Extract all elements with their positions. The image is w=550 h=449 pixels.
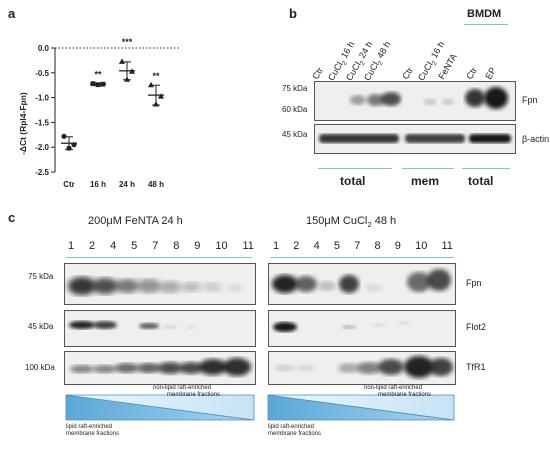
lipid-label-left: lipid raft-enriched membrane fractions	[66, 424, 119, 438]
label-tfr1-c: TfR1	[466, 362, 486, 372]
group-total2-label: total	[468, 174, 494, 188]
data-point	[158, 93, 164, 99]
fraction-5: 5	[333, 240, 341, 252]
fraction-2: 2	[89, 240, 96, 252]
non-lipid-line1: non-lipid raft-enriched	[364, 385, 423, 391]
label-actin-b: β-actin	[522, 134, 550, 144]
label-flot2-c: Flot2	[466, 322, 487, 332]
fraction-8: 8	[374, 240, 381, 252]
blot-c-right-flot2	[268, 310, 456, 347]
y-tick-label: 0.0	[38, 44, 50, 53]
data-point	[71, 142, 77, 148]
label-fpn-b: Fpn	[522, 95, 538, 105]
data-point	[66, 145, 72, 151]
data-point	[119, 58, 125, 64]
data-point	[129, 68, 135, 74]
y-tick-label: -1.5	[35, 118, 49, 127]
group-mem-line	[402, 168, 454, 169]
fraction-9: 9	[394, 240, 401, 252]
fraction-8: 8	[173, 240, 180, 252]
label-fpn-c: Fpn	[466, 278, 482, 288]
lipid-line1: lipid raft-enriched	[268, 424, 315, 430]
fraction-4: 4	[110, 240, 117, 252]
lane-label-bmdm-ep: EP	[483, 65, 499, 81]
lipid-line2: membrane fractions	[268, 431, 322, 437]
bmdm-underline	[464, 24, 508, 25]
data-point	[148, 81, 154, 88]
y-tick-label: -0.5	[35, 69, 49, 78]
marker-75kda-b: 75 kDa	[282, 84, 308, 93]
data-point	[95, 82, 101, 88]
non-lipid-line2: membrane fractions	[167, 392, 221, 398]
data-point	[100, 81, 106, 87]
non-lipid-label-right: non-lipid raft-enriched membrane fractio…	[364, 385, 431, 399]
fraction-11: 11	[441, 240, 453, 252]
data-point	[153, 101, 159, 107]
y-tick-label: -1.0	[35, 94, 49, 103]
lipid-line1: lipid raft-enriched	[66, 424, 113, 430]
fraction-4: 4	[313, 240, 320, 252]
significance-marker: **	[152, 71, 160, 81]
significance-marker: **	[94, 70, 102, 80]
panel-a-letter: a	[8, 6, 16, 21]
x-tick-label: 24 h	[119, 180, 135, 189]
y-tick-label: -2.5	[35, 168, 49, 177]
blot-c-left-fpn	[64, 263, 256, 305]
data-point	[61, 133, 67, 139]
fraction-7: 7	[354, 240, 361, 252]
fraction-11: 11	[242, 240, 254, 252]
group-total2-line	[462, 168, 510, 169]
non-lipid-line2: membrane fractions	[378, 392, 432, 398]
lipid-label-right: lipid raft-enriched membrane fractions	[268, 424, 321, 438]
marker-75kda-c: 75 kDa	[28, 272, 54, 281]
lane-label-total-ctr: Ctr	[310, 65, 325, 81]
fraction-7: 7	[152, 240, 159, 252]
group-mem-label: mem	[411, 174, 440, 188]
fraction-10: 10	[415, 240, 428, 252]
y-tick-label: -2.0	[35, 143, 49, 152]
significance-marker: ***	[122, 37, 133, 47]
blot-b-fpn	[314, 81, 516, 121]
blot-c-left-tfr1	[64, 351, 256, 385]
panel-c-left-title: 200μM FeNTA 24 h	[88, 215, 183, 227]
non-lipid-label-left: non-lipid raft-enriched membrane fractio…	[153, 385, 220, 399]
panel-c-letter: c	[8, 210, 16, 225]
bmdm-label: BMDM	[467, 8, 502, 20]
x-tick-label: Ctr	[63, 180, 75, 189]
group-total-label: total	[340, 174, 366, 188]
lane-label-mem-ctr: Ctr	[400, 65, 415, 81]
non-lipid-line1: non-lipid raft-enriched	[153, 385, 212, 391]
marker-45kda-b: 45 kDa	[282, 130, 308, 139]
fraction-1: 1	[68, 240, 75, 252]
lane-label-bmdm-ctr: Ctr	[464, 65, 479, 81]
fraction-9: 9	[194, 240, 201, 252]
blot-c-right-tfr1	[268, 351, 456, 385]
marker-45kda-c: 45 kDa	[28, 322, 54, 331]
blot-b-actin	[314, 124, 516, 154]
marker-100kda-c: 100 kDa	[25, 363, 55, 372]
blot-c-left-flot2	[64, 310, 256, 347]
blot-c-right-fpn	[268, 263, 456, 305]
panel-c-right-title: 150μM CuCl2 48 h	[306, 215, 397, 230]
fraction-numbers-left: 1 2 4 5 7 8 9 10 11	[68, 240, 254, 252]
marker-60kda-b: 60 kDa	[282, 105, 308, 114]
data-point	[90, 81, 96, 87]
x-tick-label: 48 h	[148, 180, 164, 189]
panel-b-letter: b	[289, 6, 297, 21]
fraction-5: 5	[131, 240, 138, 252]
fraction-line-left	[66, 257, 252, 258]
fraction-line-right	[270, 257, 454, 258]
fraction-10: 10	[215, 240, 228, 252]
panel-a-chart: 0.0 -0.5 -1.0 -1.5 -2.0 -2.5 Ctr 16 h 24 h 48 h **…	[35, 37, 180, 189]
lipid-line2: membrane fractions	[66, 431, 120, 437]
x-tick-label: 16 h	[90, 180, 106, 189]
data-point	[124, 76, 130, 82]
fraction-numbers-right: 1 2 4 5 7 8 9 10 11	[273, 240, 453, 252]
group-total-line	[318, 168, 392, 169]
fraction-2: 2	[293, 240, 300, 252]
fraction-1: 1	[273, 240, 280, 252]
